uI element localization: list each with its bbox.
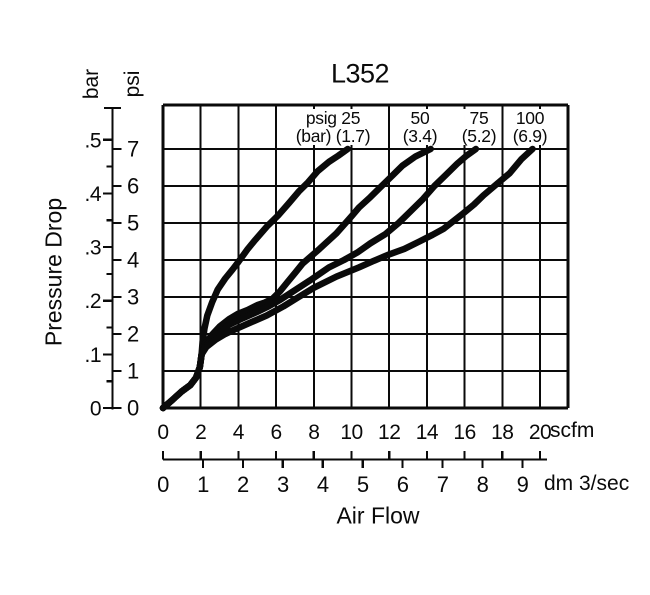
tick-label: 8: [308, 421, 319, 444]
tick-label: 18: [491, 421, 513, 444]
tick-label: .4: [84, 183, 101, 206]
tick-label: 12: [378, 421, 400, 444]
tick-label: 6: [271, 421, 282, 444]
x-axis-unit-dm3sec: dm 3/sec: [544, 472, 630, 495]
tick-label: 20: [529, 421, 551, 444]
tick-label: 2: [127, 322, 139, 347]
curve-100-psig: [159, 145, 536, 412]
curve-75-psig: [159, 145, 480, 412]
tick-label: 14: [416, 421, 439, 444]
chart-title: L352: [330, 58, 390, 89]
y-axis-title: Pressure Drop: [40, 197, 67, 347]
tick-label: .5: [84, 129, 101, 152]
x-axis-unit-scfm: scfm: [550, 419, 595, 442]
tick-label: 3: [127, 285, 139, 310]
curve-label-75-psig: 75 (5.2): [459, 108, 499, 146]
curve-25-psig: [159, 145, 351, 412]
tick-label: 7: [437, 472, 449, 497]
tick-label: 4: [317, 472, 329, 497]
tick-label: 9: [517, 472, 529, 497]
curves: [159, 145, 536, 412]
tick-label: 1: [127, 359, 139, 384]
tick-label: 0: [127, 396, 139, 421]
tick-label: 4: [127, 248, 139, 273]
curve-label-50-psig: 50 (3.4): [400, 108, 440, 146]
tick-label: 0: [157, 472, 169, 497]
tick-label: .1: [84, 344, 101, 367]
tick-label: 1: [197, 472, 209, 497]
tick-label: 5: [357, 472, 369, 497]
y-axis-unit-psi: psi: [121, 70, 144, 98]
tick-label: 16: [453, 421, 475, 444]
tick-label: 7: [127, 137, 139, 162]
tick-label: 0: [90, 398, 101, 421]
tick-label: 0: [157, 421, 168, 444]
tick-label: 4: [233, 421, 245, 444]
tick-label: 6: [127, 174, 139, 199]
y-axis-ruler: 0 .1 .2 .3 .4 .5 0 1 2 3 4 5 6 7: [84, 106, 140, 421]
plot-grid: [161, 103, 570, 410]
tick-label: .2: [84, 290, 101, 313]
tick-label: 6: [397, 472, 409, 497]
curve-label-100-psig: 100 (6.9): [510, 108, 550, 146]
tick-label: 2: [237, 472, 249, 497]
tick-label: .3: [84, 237, 101, 260]
tick-label: 8: [477, 472, 489, 497]
curve-50-psig: [159, 145, 434, 412]
y-axis-unit-bar: bar: [80, 68, 103, 100]
tick-label: 10: [340, 421, 362, 444]
x-axis-title: Air Flow: [336, 502, 420, 529]
tick-label: 3: [277, 472, 289, 497]
curve-label-25-psig: psig 25 (bar) (1.7): [293, 108, 373, 146]
x-axis-ruler: 0 2 4 6 8 10 12 14 16 18 200 1 2 3 4 5 6 7 8 9: [157, 421, 552, 497]
tick-label: 2: [195, 421, 206, 444]
tick-label: 5: [127, 211, 139, 236]
